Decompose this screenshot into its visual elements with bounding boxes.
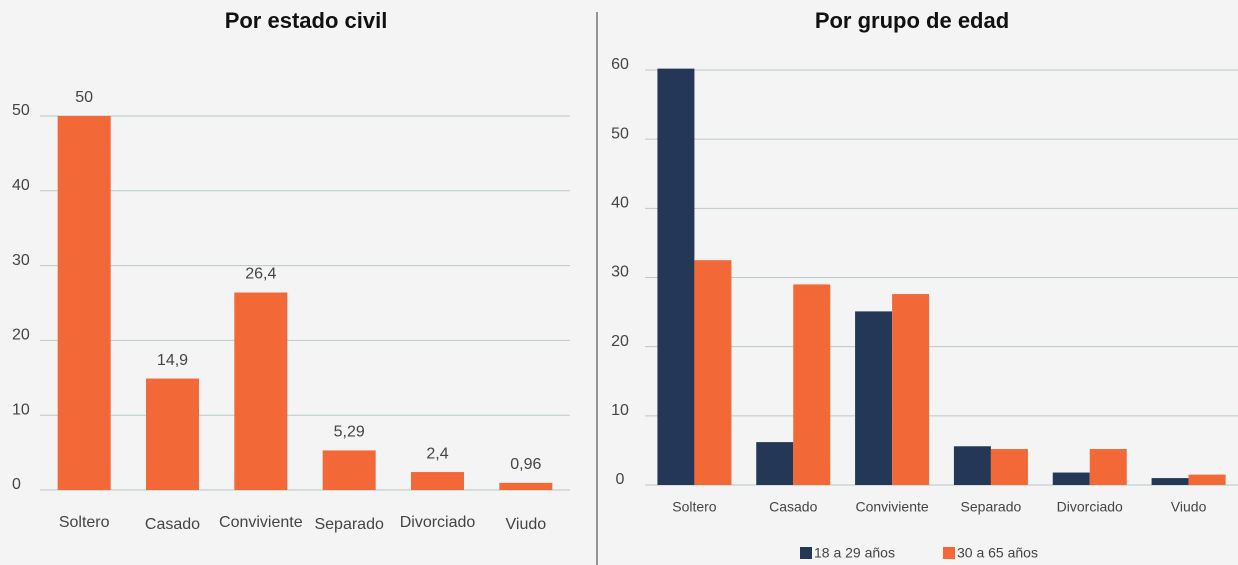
bar xyxy=(411,472,464,490)
y-tick-label: 40 xyxy=(611,195,629,212)
y-tick-label: 60 xyxy=(611,56,629,73)
x-tick-label: Separado xyxy=(314,516,383,533)
y-tick-label: 0 xyxy=(12,476,21,493)
y-tick-label: 30 xyxy=(611,264,629,281)
bar xyxy=(657,68,695,485)
bar xyxy=(756,442,794,485)
value-label: 50 xyxy=(75,89,93,106)
bar xyxy=(146,378,199,490)
x-tick-label: Divorciado xyxy=(1057,499,1123,515)
bar xyxy=(953,446,991,485)
bar xyxy=(322,450,376,490)
x-tick-label: Soltero xyxy=(59,514,110,531)
bar xyxy=(1188,474,1226,485)
y-tick-label: 20 xyxy=(611,333,629,350)
value-label: 5,29 xyxy=(334,424,365,441)
x-tick-label: Viudo xyxy=(1171,499,1207,515)
x-tick-label: Conviviente xyxy=(219,514,303,531)
x-tick-label: Separado xyxy=(961,499,1022,515)
bar xyxy=(1151,478,1189,485)
legend-swatch xyxy=(800,547,812,559)
value-label: 2,4 xyxy=(426,445,448,462)
y-tick-label: 20 xyxy=(12,327,30,344)
y-tick-label: 50 xyxy=(611,125,629,142)
legend-label: 18 a 29 años xyxy=(814,545,895,561)
bar xyxy=(499,482,553,490)
chart-title: Por estado civil xyxy=(225,8,388,33)
bar xyxy=(990,449,1028,485)
legend-swatch xyxy=(943,547,955,559)
x-tick-label: Casado xyxy=(769,499,817,515)
bar xyxy=(57,116,111,490)
chart-title: Por grupo de edad xyxy=(815,8,1009,33)
y-tick-label: 10 xyxy=(12,401,30,418)
value-label: 0,96 xyxy=(510,456,541,473)
y-tick-label: 40 xyxy=(12,177,30,194)
x-tick-label: Casado xyxy=(145,516,200,533)
x-tick-label: Conviviente xyxy=(856,499,929,515)
bar xyxy=(1052,472,1090,485)
legend-label: 30 a 65 años xyxy=(957,545,1038,561)
x-tick-label: Viudo xyxy=(506,516,547,533)
bar xyxy=(234,292,288,490)
y-tick-label: 0 xyxy=(616,471,625,488)
y-tick-label: 50 xyxy=(12,102,30,119)
y-tick-label: 30 xyxy=(12,252,30,269)
bar xyxy=(793,284,831,485)
x-tick-label: Divorciado xyxy=(400,514,476,531)
y-tick-label: 10 xyxy=(611,402,629,419)
value-label: 26,4 xyxy=(245,266,276,283)
x-tick-label: Soltero xyxy=(672,499,717,515)
bar xyxy=(892,294,930,485)
bar xyxy=(855,311,893,485)
bar xyxy=(1089,449,1127,485)
value-label: 14,9 xyxy=(157,352,188,369)
bar xyxy=(694,260,732,485)
